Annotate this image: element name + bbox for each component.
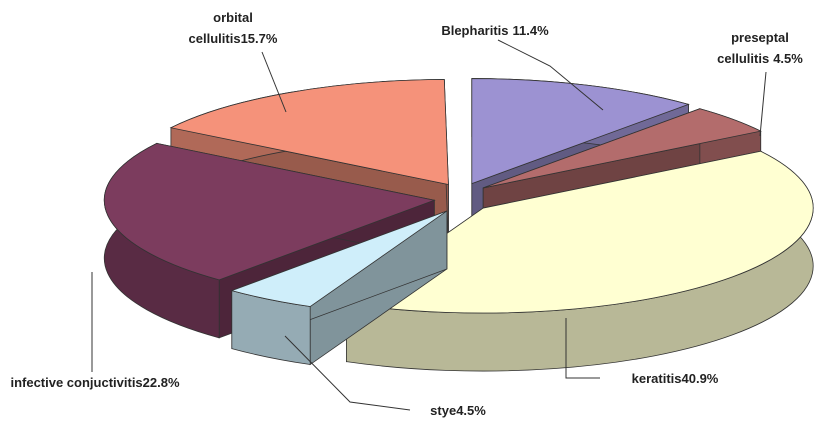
- slice: [230, 210, 448, 366]
- slice-top: [169, 79, 449, 186]
- leader-line: [759, 71, 767, 137]
- leader-lines: [91, 39, 767, 411]
- leader-line: [284, 335, 411, 411]
- leader-line: [565, 318, 600, 379]
- slice-label: keratitis40.9%: [600, 368, 750, 389]
- category-label: stye: [430, 403, 457, 418]
- category-label: Blepharitis: [441, 23, 509, 38]
- category-label: keratitis: [631, 371, 682, 386]
- slice-label: preseptal cellulitis 4.5%: [712, 27, 808, 69]
- slice-label: infective conjuctivitis22.8%: [10, 372, 180, 393]
- category-label: orbital cellulitis: [188, 10, 253, 46]
- value-label: 11.4%: [512, 23, 549, 38]
- value-label: 4.5%: [773, 51, 803, 66]
- slice-top: [471, 78, 690, 185]
- slice-top: [230, 210, 448, 307]
- slice-label: stye4.5%: [413, 400, 503, 421]
- category-label: infective conjuctivitis: [10, 375, 143, 390]
- slice-label: orbital cellulitis15.7%: [168, 7, 298, 49]
- category-label: preseptal cellulitis: [717, 30, 789, 66]
- value-label: 15.7%: [240, 31, 278, 46]
- slice-label: Blepharitis 11.4%: [420, 20, 570, 41]
- slice: [345, 150, 814, 372]
- leader-line: [497, 39, 604, 111]
- slices: [103, 78, 814, 372]
- slice-top: [345, 150, 814, 314]
- value-label: 22.8%: [142, 375, 180, 390]
- value-label: 4.5%: [456, 403, 486, 418]
- slice-top: [103, 142, 436, 281]
- value-label: 40.9%: [681, 371, 719, 386]
- leader-line: [261, 51, 287, 113]
